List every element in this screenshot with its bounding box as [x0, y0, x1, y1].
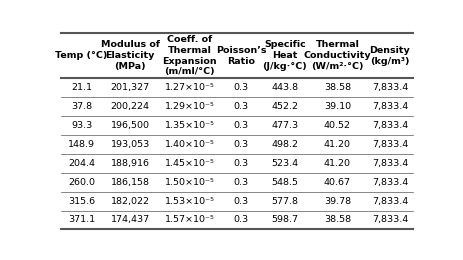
Text: 1.29×10⁻⁵: 1.29×10⁻⁵: [165, 102, 215, 111]
Text: Density
(kg/m³): Density (kg/m³): [369, 46, 410, 66]
Text: 260.0: 260.0: [68, 178, 95, 187]
Text: 452.2: 452.2: [271, 102, 298, 111]
Text: 1.45×10⁻⁵: 1.45×10⁻⁵: [165, 159, 215, 168]
Text: 0.3: 0.3: [234, 102, 249, 111]
Text: 41.20: 41.20: [324, 140, 351, 149]
Text: 7,833.4: 7,833.4: [372, 121, 408, 130]
Text: 1.53×10⁻⁵: 1.53×10⁻⁵: [165, 197, 215, 206]
Text: 193,053: 193,053: [111, 140, 150, 149]
Text: Thermal
Conductivity
(W/m²·°C): Thermal Conductivity (W/m²·°C): [304, 41, 371, 71]
Text: 201,327: 201,327: [111, 83, 150, 92]
Text: 93.3: 93.3: [71, 121, 92, 130]
Text: Temp (°C): Temp (°C): [56, 51, 108, 60]
Text: 0.3: 0.3: [234, 140, 249, 149]
Text: 39.10: 39.10: [324, 102, 351, 111]
Text: 0.3: 0.3: [234, 178, 249, 187]
Text: 41.20: 41.20: [324, 159, 351, 168]
Text: 200,224: 200,224: [111, 102, 150, 111]
Text: 37.8: 37.8: [71, 102, 92, 111]
Text: 7,833.4: 7,833.4: [372, 102, 408, 111]
Text: 1.50×10⁻⁵: 1.50×10⁻⁵: [165, 178, 215, 187]
Text: 7,833.4: 7,833.4: [372, 83, 408, 92]
Text: 498.2: 498.2: [271, 140, 298, 149]
Text: 315.6: 315.6: [68, 197, 95, 206]
Text: 7,833.4: 7,833.4: [372, 140, 408, 149]
Text: 38.58: 38.58: [324, 216, 351, 224]
Text: 196,500: 196,500: [111, 121, 150, 130]
Text: 21.1: 21.1: [71, 83, 92, 92]
Text: 1.57×10⁻⁵: 1.57×10⁻⁵: [165, 216, 215, 224]
Text: 148.9: 148.9: [68, 140, 95, 149]
Text: 7,833.4: 7,833.4: [372, 159, 408, 168]
Text: 186,158: 186,158: [111, 178, 150, 187]
Text: 7,833.4: 7,833.4: [372, 216, 408, 224]
Text: 7,833.4: 7,833.4: [372, 197, 408, 206]
Text: 174,437: 174,437: [111, 216, 150, 224]
Text: 0.3: 0.3: [234, 159, 249, 168]
Text: 188,916: 188,916: [111, 159, 150, 168]
Text: 0.3: 0.3: [234, 83, 249, 92]
Text: Modulus of
Elasticity
(MPa): Modulus of Elasticity (MPa): [100, 41, 160, 71]
Text: 40.52: 40.52: [324, 121, 351, 130]
Text: 0.3: 0.3: [234, 216, 249, 224]
Text: 598.7: 598.7: [271, 216, 298, 224]
Text: Coeff. of
Thermal
Expansion
(m/ml/°C): Coeff. of Thermal Expansion (m/ml/°C): [163, 35, 217, 76]
Text: 1.40×10⁻⁵: 1.40×10⁻⁵: [165, 140, 215, 149]
Text: 1.27×10⁻⁵: 1.27×10⁻⁵: [165, 83, 215, 92]
Text: 1.35×10⁻⁵: 1.35×10⁻⁵: [165, 121, 215, 130]
Text: 548.5: 548.5: [271, 178, 298, 187]
Text: 204.4: 204.4: [68, 159, 95, 168]
Text: 0.3: 0.3: [234, 197, 249, 206]
Text: 443.8: 443.8: [271, 83, 298, 92]
Text: 371.1: 371.1: [68, 216, 95, 224]
Text: 523.4: 523.4: [271, 159, 298, 168]
Text: 38.58: 38.58: [324, 83, 351, 92]
Text: Specific
Heat
(J/kg·°C): Specific Heat (J/kg·°C): [263, 41, 307, 71]
Text: 182,022: 182,022: [111, 197, 150, 206]
Text: 39.78: 39.78: [324, 197, 351, 206]
Text: 477.3: 477.3: [271, 121, 298, 130]
Text: 7,833.4: 7,833.4: [372, 178, 408, 187]
Text: 577.8: 577.8: [271, 197, 298, 206]
Text: 0.3: 0.3: [234, 121, 249, 130]
Text: Poisson’s
Ratio: Poisson’s Ratio: [216, 46, 267, 66]
Text: 40.67: 40.67: [324, 178, 351, 187]
